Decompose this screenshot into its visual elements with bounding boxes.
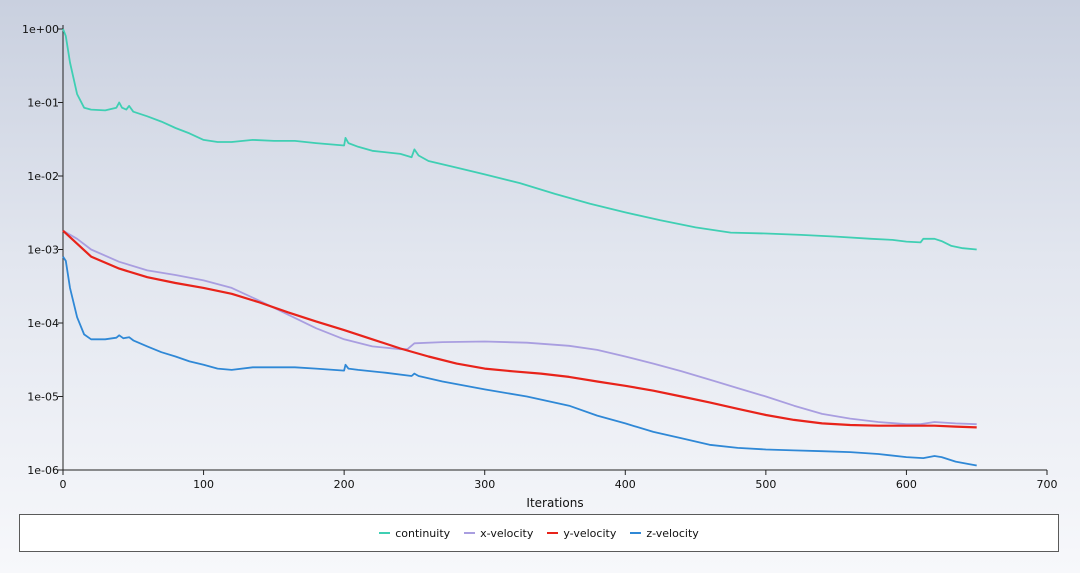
legend-item-continuity[interactable]: continuity bbox=[379, 527, 450, 540]
legend-label: y-velocity bbox=[563, 526, 617, 540]
x-tick-label: 300 bbox=[474, 478, 495, 491]
series-layer bbox=[62, 28, 977, 467]
x-tick-label: 500 bbox=[755, 478, 776, 491]
series-line-x-velocity bbox=[62, 229, 977, 426]
series-line-continuity bbox=[62, 28, 977, 251]
legend-item-x-velocity[interactable]: x-velocity bbox=[464, 527, 533, 540]
legend-swatch bbox=[630, 532, 642, 534]
x-tick-label: 400 bbox=[615, 478, 636, 491]
legend-swatch bbox=[379, 532, 391, 534]
x-tick-label: 600 bbox=[896, 478, 917, 491]
x-tick-label: 200 bbox=[334, 478, 355, 491]
legend-item-y-velocity[interactable]: y-velocity bbox=[547, 527, 616, 540]
x-tick-label: 700 bbox=[1037, 478, 1058, 491]
y-tick-label: 1e-02 bbox=[27, 170, 59, 183]
legend-label: z-velocity bbox=[646, 526, 699, 540]
x-tick-label: 0 bbox=[60, 478, 67, 491]
legend-swatch bbox=[547, 532, 559, 534]
y-tick-label: 1e-04 bbox=[27, 317, 59, 330]
x-axis-label: Iterations bbox=[526, 496, 583, 510]
series-line-y-velocity bbox=[62, 229, 977, 429]
legend-swatch bbox=[464, 532, 476, 534]
y-tick-label: 1e-06 bbox=[27, 464, 59, 477]
legend-label: continuity bbox=[395, 526, 451, 540]
legend: continuity x-velocity y-velocity z-velocity bbox=[19, 514, 1059, 552]
legend-label: x-velocity bbox=[480, 526, 534, 540]
y-tick-label: 1e-03 bbox=[27, 244, 59, 257]
y-tick-label: 1e+00 bbox=[22, 23, 59, 36]
x-tick-label: 100 bbox=[193, 478, 214, 491]
plot-axes bbox=[58, 25, 1048, 475]
y-tick-label: 1e-05 bbox=[27, 391, 59, 404]
tick-labels: 0 100 200 300 400 500 600 700 1e+00 1e-01 1e-02 1e-… bbox=[22, 23, 1057, 491]
legend-item-z-velocity[interactable]: z-velocity bbox=[630, 526, 699, 540]
y-tick-label: 1e-01 bbox=[27, 97, 59, 110]
series-line-z-velocity bbox=[62, 256, 977, 467]
